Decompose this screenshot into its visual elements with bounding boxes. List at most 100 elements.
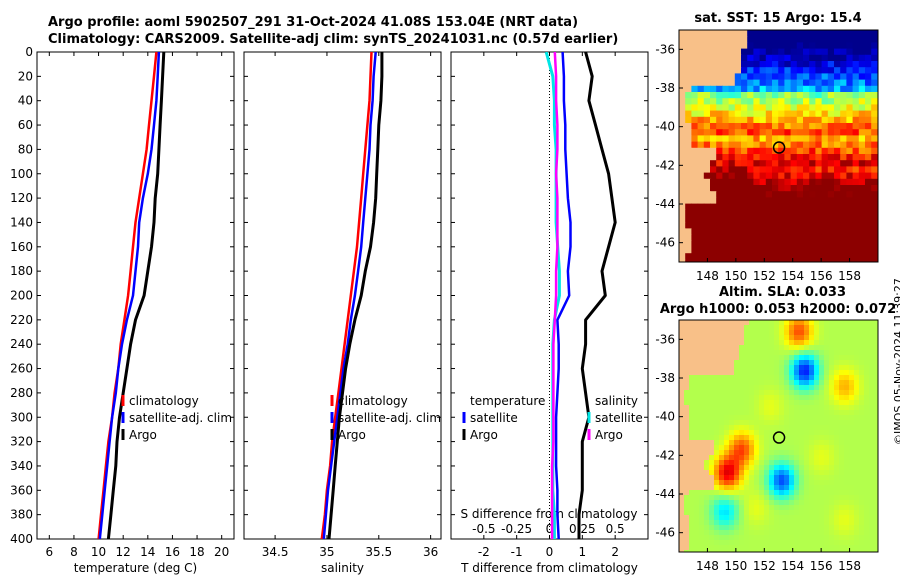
map-cell	[846, 166, 854, 174]
map-cell	[729, 470, 735, 476]
map-cell	[689, 400, 695, 406]
map-cell	[691, 166, 699, 174]
map-cell	[824, 340, 830, 346]
map-cell	[765, 178, 773, 186]
map-cell	[859, 370, 865, 376]
map-cell	[804, 325, 810, 331]
map-cell	[754, 550, 760, 552]
map-cell	[819, 525, 825, 531]
map-cell	[759, 92, 767, 99]
map-cell	[799, 495, 805, 501]
map-cell	[697, 147, 705, 155]
map-cell	[864, 545, 870, 551]
map-cell	[703, 104, 711, 112]
map-cell	[749, 415, 755, 421]
map-cell	[827, 234, 835, 242]
map-cell	[710, 172, 717, 180]
map-cell	[849, 515, 855, 521]
map-cell	[716, 228, 723, 236]
map-cell	[778, 79, 785, 87]
map-cell	[864, 530, 870, 536]
map-cell	[769, 350, 775, 356]
map-cell	[774, 525, 780, 531]
depth-tick-label: 80	[18, 142, 33, 156]
map-cell	[769, 545, 775, 551]
map-cell	[739, 320, 745, 326]
map-cell	[734, 48, 742, 56]
map-cell	[754, 520, 760, 526]
map-cell	[699, 415, 705, 421]
map-cell	[846, 247, 854, 254]
map-cell	[827, 116, 835, 124]
map-cell	[772, 234, 779, 242]
map-cell	[859, 455, 865, 461]
map-cell	[753, 222, 761, 229]
map-cell	[684, 395, 690, 401]
map-cell	[871, 129, 878, 136]
map-cell	[734, 390, 740, 396]
map-cell	[821, 191, 829, 198]
map-cell	[749, 515, 755, 521]
map-cell	[779, 350, 785, 356]
map-cell	[747, 172, 754, 180]
map-cell	[858, 123, 866, 130]
map-cell	[789, 505, 795, 511]
map-cell	[784, 435, 790, 441]
map-cell	[859, 485, 865, 491]
map-cell	[839, 405, 845, 411]
map-cell	[827, 54, 835, 62]
altimetry-sla-map-ytick-label: -46	[655, 526, 675, 540]
map-cell	[679, 325, 685, 331]
map-cell	[719, 545, 725, 551]
map-cell	[778, 116, 785, 124]
map-cell	[719, 365, 725, 371]
map-cell	[734, 360, 740, 366]
map-cell	[734, 160, 742, 167]
map-cell	[865, 222, 872, 229]
map-cell	[869, 400, 875, 406]
map-cell	[728, 123, 736, 130]
map-cell	[691, 110, 699, 118]
map-cell	[869, 465, 875, 471]
map-cell	[728, 98, 736, 105]
map-cell	[769, 465, 775, 471]
map-cell	[815, 110, 823, 118]
map-cell	[796, 185, 804, 192]
map-cell	[871, 135, 878, 143]
map-cell	[827, 92, 835, 99]
map-cell	[858, 240, 866, 248]
map-cell	[803, 160, 810, 167]
map-cell	[697, 166, 705, 174]
map-cell	[729, 350, 735, 356]
map-cell	[852, 185, 860, 192]
map-cell	[749, 365, 755, 371]
map-cell	[728, 209, 736, 217]
map-cell	[689, 360, 695, 366]
map-cell	[809, 79, 816, 87]
map-cell	[728, 240, 736, 248]
map-cell	[679, 73, 686, 81]
map-cell	[834, 385, 840, 391]
map-cell	[724, 495, 730, 501]
map-cell	[865, 197, 872, 205]
map-cell	[859, 350, 865, 356]
map-cell	[803, 61, 810, 68]
map-cell	[769, 495, 775, 501]
map-cell	[790, 36, 798, 43]
map-cell	[854, 325, 860, 331]
map-cell	[764, 425, 770, 431]
map-cell	[689, 415, 695, 421]
map-cell	[779, 360, 785, 366]
map-cell	[854, 455, 860, 461]
map-cell	[809, 135, 816, 143]
map-cell	[709, 520, 715, 526]
map-cell	[821, 135, 829, 143]
map-cell	[679, 135, 686, 143]
map-cell	[849, 490, 855, 496]
map-cell	[729, 375, 735, 381]
map-cell	[722, 216, 730, 223]
map-cell	[759, 385, 765, 391]
map-cell	[722, 135, 730, 143]
map-cell	[840, 54, 847, 62]
map-cell	[744, 335, 750, 341]
